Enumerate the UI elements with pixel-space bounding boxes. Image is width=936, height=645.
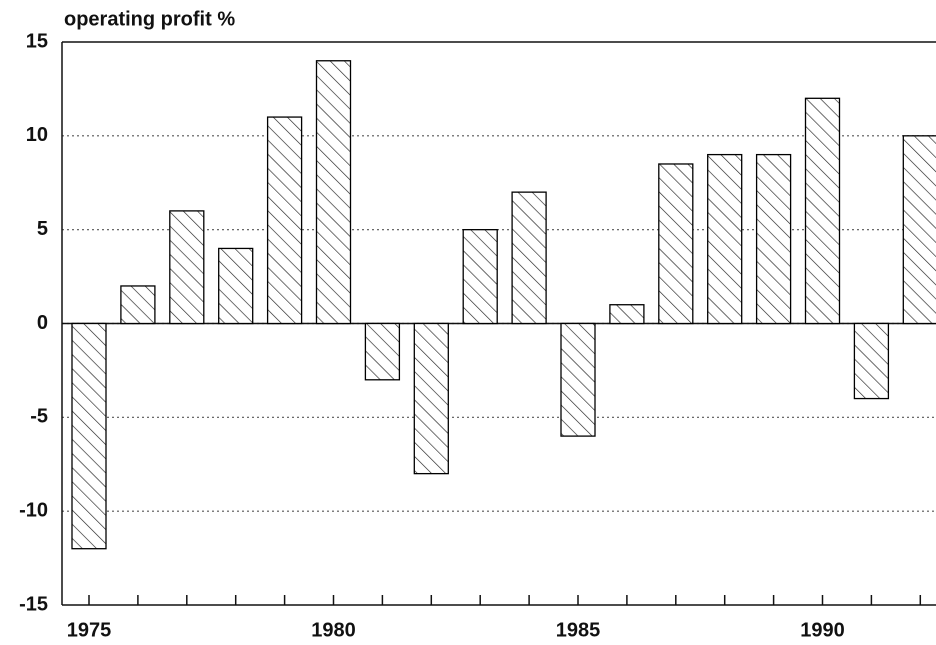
bar xyxy=(609,304,645,325)
bar xyxy=(218,247,254,325)
bar xyxy=(364,322,401,381)
bar xyxy=(560,322,596,437)
bar xyxy=(755,153,792,325)
bar xyxy=(462,229,498,325)
bar xyxy=(804,97,841,325)
x-tick-label: 1975 xyxy=(67,619,112,641)
bar xyxy=(413,322,449,475)
x-tick-label: 1980 xyxy=(311,619,356,641)
y-tick-label: 10 xyxy=(26,124,48,146)
bar xyxy=(511,191,547,325)
chart-title: operating profit % xyxy=(64,8,235,30)
bar xyxy=(853,322,890,400)
y-tick-label: 5 xyxy=(37,218,48,240)
y-tick-label: -5 xyxy=(30,406,48,428)
bar xyxy=(266,116,303,325)
x-tick-label: 1985 xyxy=(556,619,601,641)
bar xyxy=(902,135,936,325)
bar xyxy=(71,322,107,550)
y-tick-label: 15 xyxy=(26,30,48,52)
x-tick-label: 1990 xyxy=(800,619,845,641)
bar xyxy=(120,285,156,325)
y-tick-label: -15 xyxy=(19,593,48,615)
bar xyxy=(169,210,205,325)
bar xyxy=(315,60,352,325)
bar xyxy=(707,153,743,325)
y-tick-label: 0 xyxy=(37,312,48,334)
bar xyxy=(658,163,694,325)
y-tick-label: -10 xyxy=(19,499,48,521)
